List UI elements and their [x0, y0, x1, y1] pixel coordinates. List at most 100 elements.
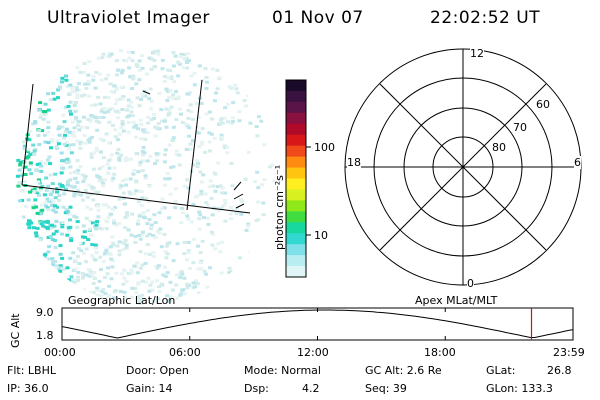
uv-pixel [143, 176, 148, 180]
uv-pixel [152, 50, 157, 54]
uv-pixel [124, 59, 129, 63]
uv-pixel [243, 177, 248, 181]
uv-pixel [191, 117, 196, 121]
uv-pixel [130, 51, 135, 54]
uv-pixel [77, 88, 82, 92]
uv-pixel [163, 177, 168, 181]
uv-pixel [140, 93, 145, 97]
uv-pixel [165, 242, 170, 245]
uv-pixel [225, 145, 230, 149]
glat-label: GLat: [486, 364, 516, 377]
uv-pixel [101, 138, 106, 142]
uv-pixel [45, 158, 50, 162]
uv-pixel [197, 145, 202, 148]
uv-pixel [45, 197, 50, 201]
uv-pixel [106, 215, 111, 219]
uv-pixel [160, 197, 165, 201]
uv-pixel [108, 245, 113, 249]
uv-pixel [83, 235, 87, 239]
uv-pixel [166, 68, 171, 72]
uv-pixel [212, 99, 217, 103]
uv-pixel [111, 241, 116, 245]
uv-pixel [116, 148, 121, 151]
uv-pixel [138, 299, 143, 303]
uv-pixel [92, 271, 97, 274]
uv-pixel [35, 191, 40, 195]
uv-pixel [93, 258, 98, 262]
uv-pixel [121, 241, 126, 245]
uv-pixel [106, 73, 111, 77]
uv-pixel [230, 208, 235, 212]
uv-pixel [111, 208, 115, 211]
uv-pixel [127, 190, 132, 194]
uv-pixel [139, 137, 144, 141]
uv-pixel [42, 133, 47, 137]
uv-pixel [87, 183, 92, 187]
uv-pixel [101, 184, 106, 188]
uv-pixel [117, 158, 122, 162]
uv-pixel [27, 168, 32, 172]
uv-pixel [88, 272, 93, 276]
uv-pixel [137, 294, 142, 298]
uv-pixel [190, 139, 195, 143]
uv-pixel [114, 86, 119, 90]
uv-pixel [129, 157, 134, 161]
uv-pixel [84, 260, 88, 264]
uv-pixel [60, 80, 64, 84]
uv-pixel [174, 283, 179, 287]
uv-pixel [207, 140, 212, 144]
uv-pixel [220, 121, 225, 125]
uv-pixel [143, 174, 148, 178]
uv-pixel [73, 109, 78, 113]
orbit-ticks [61, 308, 574, 340]
uv-pixel [27, 226, 32, 230]
uv-pixel [260, 183, 264, 187]
uv-pixel [125, 211, 130, 214]
uv-pixel [168, 89, 173, 93]
uv-pixel [97, 279, 102, 283]
uv-pixel [23, 173, 28, 176]
uv-pixel [140, 196, 145, 200]
uv-pixel [64, 208, 69, 212]
uv-pixel [46, 250, 51, 254]
uv-pixel [39, 164, 44, 168]
uv-pixel [208, 266, 212, 270]
uv-pixel [39, 113, 44, 117]
uv-pixel [157, 231, 162, 235]
uv-pixel [169, 75, 174, 79]
uv-pixel [117, 222, 122, 226]
uv-pixel [41, 117, 46, 121]
uv-pixel [32, 149, 37, 153]
uv-pixel [256, 186, 261, 190]
orbit-xtick: 12:00 [297, 346, 329, 359]
dsp-value: 4.2 [302, 382, 320, 395]
uv-pixel [61, 159, 66, 163]
uv-pixel [156, 122, 161, 125]
uv-pixel [64, 141, 69, 145]
uv-pixel [210, 213, 215, 217]
uv-pixel [121, 95, 126, 99]
uv-pixel [120, 108, 125, 111]
uv-pixel [71, 185, 76, 189]
uv-pixel [171, 96, 176, 100]
uv-pixel [107, 166, 112, 170]
uv-pixel [187, 134, 191, 138]
uv-pixel [78, 70, 83, 74]
uv-pixel [124, 279, 129, 283]
uv-pixel [19, 171, 24, 175]
uv-pixel [83, 141, 88, 145]
uv-pixel [79, 249, 84, 252]
uv-pixel [153, 125, 158, 129]
uv-pixel [106, 171, 110, 175]
uv-pixel [126, 228, 131, 232]
uv-pixel [60, 256, 65, 260]
uv-pixel [246, 150, 251, 154]
uv-pixel [163, 153, 167, 157]
uv-pixel [196, 115, 201, 119]
uv-pixel [119, 153, 124, 157]
gain-info: Gain: 14 [126, 382, 173, 395]
uv-pixel [94, 146, 99, 150]
uv-pixel [72, 134, 77, 138]
uv-pixel [94, 227, 98, 231]
uv-pixel [196, 267, 201, 271]
